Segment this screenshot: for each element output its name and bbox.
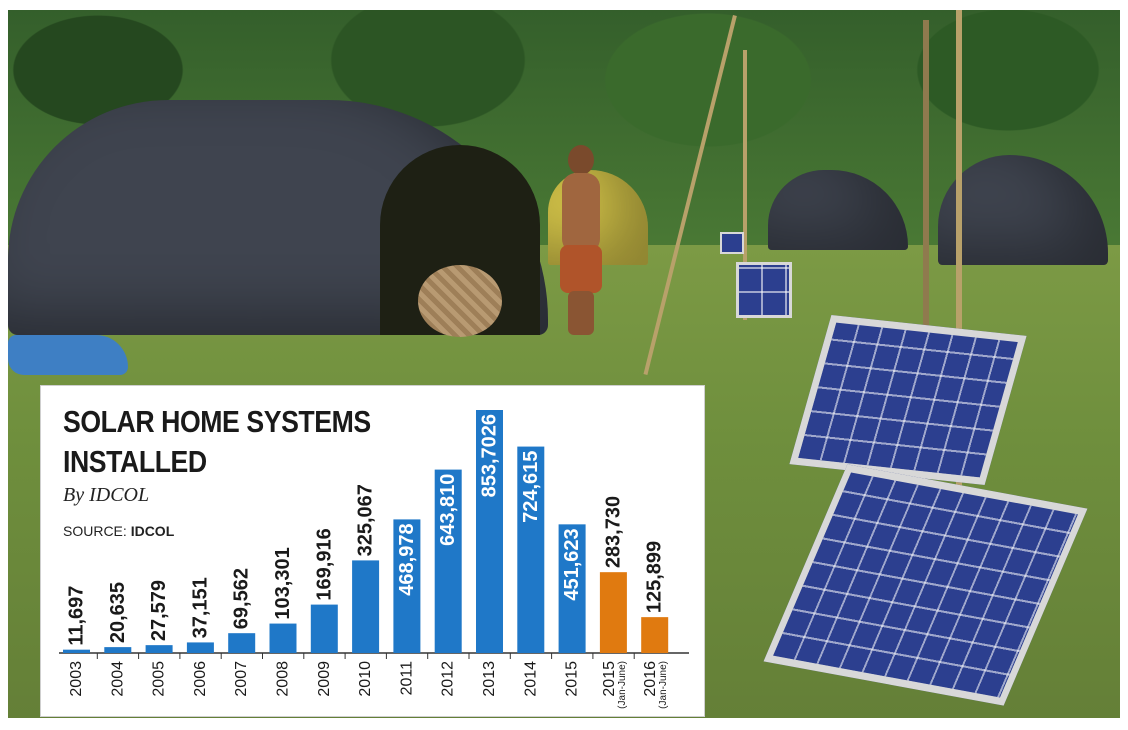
solar-panel-small: [736, 262, 792, 318]
value-label: 20,635: [107, 582, 129, 643]
bar: [641, 617, 669, 653]
category-label: 2006: [192, 661, 209, 697]
value-label: 325,067: [355, 484, 377, 556]
value-label: 451,623: [561, 528, 583, 600]
category-label: 2015: [564, 661, 581, 697]
bar-chart: 11,697 2003 20,635 2004 27,579 2005 37,151 2006…: [59, 410, 689, 709]
bamboo-pole: [743, 50, 747, 320]
bar: [269, 623, 297, 653]
bar: [104, 647, 132, 653]
bar: [558, 524, 586, 653]
value-label: 724,615: [520, 451, 542, 523]
value-label: 11,697: [66, 586, 88, 646]
bar: [476, 410, 503, 653]
value-label: 69,562: [231, 568, 253, 629]
bar: [434, 469, 462, 653]
solar-panel-tiny: [720, 232, 744, 254]
category-label: 2008: [275, 661, 292, 697]
category-label: 2013: [481, 661, 498, 697]
bar: [352, 560, 380, 653]
value-label: 27,579: [148, 580, 170, 641]
category-label: 2010: [357, 661, 374, 697]
category-note: (Jan-June): [617, 661, 628, 709]
chart-source: SOURCE: IDCOL: [63, 523, 174, 539]
bar: [186, 642, 214, 653]
solar-panel-mid: [789, 314, 1027, 486]
category-label: 2016: [642, 661, 659, 697]
value-label: 37,151: [189, 577, 211, 638]
category-label: 2005: [151, 661, 168, 697]
bar: [517, 446, 545, 653]
value-label: 103,301: [272, 547, 294, 619]
bar: [228, 633, 256, 653]
bar: [599, 572, 627, 653]
bar: [63, 649, 90, 653]
chart-subtitle: By IDCOL: [63, 484, 150, 506]
category-label: 2009: [316, 661, 333, 697]
category-label: 2007: [233, 661, 250, 697]
category-label: 2011: [398, 661, 415, 696]
woven-basket: [418, 265, 502, 337]
value-label: 125,899: [644, 541, 666, 613]
category-label: 2015: [601, 661, 618, 697]
value-label: 643,810: [437, 474, 459, 546]
source-value: IDCOL: [130, 523, 175, 539]
chart-title-line-1: SOLAR HOME SYSTEMS: [63, 404, 371, 439]
category-note: (Jan-June): [658, 661, 669, 709]
chart-title-line-2: INSTALLED: [63, 444, 207, 479]
category-label: 2004: [109, 661, 126, 697]
value-label: 283,730: [602, 496, 624, 568]
bar: [393, 519, 421, 653]
value-label: 169,916: [313, 528, 335, 600]
bamboo-pole: [923, 20, 929, 330]
source-label: SOURCE:: [63, 523, 127, 539]
bar: [145, 645, 173, 653]
child-figure: [556, 145, 606, 335]
blue-tarp: [8, 335, 128, 375]
background-photo: [8, 10, 1120, 718]
bar: [310, 604, 338, 653]
category-label: 2014: [522, 661, 539, 697]
value-label: 468,978: [396, 523, 418, 595]
category-label: 2003: [68, 661, 85, 697]
bamboo-pole: [956, 10, 962, 490]
category-label: 2012: [440, 661, 457, 697]
chart-card: SOLAR HOME SYSTEMS INSTALLED By IDCOL SO…: [40, 385, 705, 717]
value-label: 853,7026: [479, 414, 501, 497]
